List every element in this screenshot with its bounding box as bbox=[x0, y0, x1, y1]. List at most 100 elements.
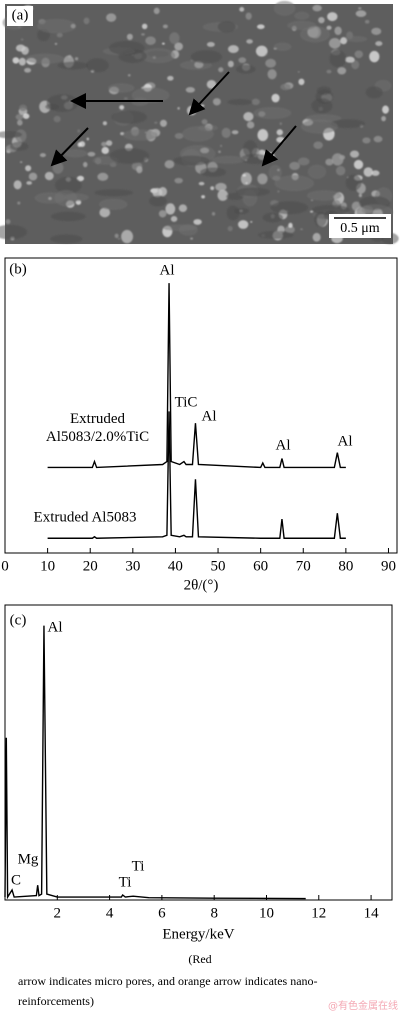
particle bbox=[255, 45, 268, 57]
particle bbox=[97, 172, 109, 181]
shade bbox=[253, 106, 292, 120]
particle bbox=[121, 229, 134, 244]
shade bbox=[294, 11, 310, 20]
particle bbox=[24, 67, 32, 73]
particle bbox=[174, 42, 183, 51]
particle bbox=[358, 7, 362, 10]
panel-label: (b) bbox=[9, 261, 27, 277]
caption-line: (Red bbox=[188, 952, 212, 966]
data-line bbox=[47, 411, 346, 539]
peak-label: C bbox=[11, 872, 21, 888]
shade bbox=[86, 58, 109, 73]
particle bbox=[325, 158, 334, 166]
particle bbox=[12, 57, 20, 64]
particle bbox=[220, 144, 223, 148]
particle bbox=[206, 42, 215, 47]
particle bbox=[153, 7, 160, 15]
particle bbox=[355, 10, 367, 18]
label-box bbox=[7, 6, 33, 26]
particle bbox=[239, 7, 245, 12]
particle bbox=[201, 195, 206, 199]
particle bbox=[328, 38, 341, 49]
shade bbox=[217, 21, 236, 33]
particle bbox=[79, 141, 86, 147]
particle bbox=[300, 228, 303, 231]
particle bbox=[17, 201, 21, 205]
particle bbox=[297, 71, 300, 73]
particle bbox=[351, 60, 360, 70]
shade bbox=[365, 86, 383, 99]
particle bbox=[86, 137, 90, 141]
particle bbox=[285, 225, 295, 234]
particle bbox=[164, 160, 175, 169]
shade bbox=[36, 18, 77, 34]
peak-label: Al bbox=[276, 437, 291, 453]
particle bbox=[154, 121, 158, 124]
shade bbox=[299, 26, 331, 43]
particle bbox=[337, 67, 347, 75]
shade bbox=[227, 98, 253, 106]
particle bbox=[102, 121, 107, 126]
particle bbox=[83, 161, 88, 168]
shade bbox=[274, 175, 315, 192]
shade bbox=[268, 164, 282, 181]
shade bbox=[329, 49, 347, 68]
particle bbox=[22, 113, 30, 119]
x-tick-label: 14 bbox=[364, 905, 380, 921]
particle bbox=[227, 45, 239, 53]
particle bbox=[117, 237, 121, 240]
shade bbox=[262, 212, 284, 223]
x-tick-label: 90 bbox=[381, 558, 396, 574]
x-tick-label: 8 bbox=[210, 905, 218, 921]
particle bbox=[106, 140, 113, 146]
particle bbox=[326, 25, 332, 30]
particle bbox=[119, 105, 125, 110]
particle bbox=[178, 204, 188, 213]
particle bbox=[257, 173, 268, 185]
particle bbox=[165, 203, 176, 215]
particle bbox=[21, 46, 29, 55]
particle bbox=[310, 199, 314, 202]
particle bbox=[101, 146, 110, 154]
x-tick-label: 50 bbox=[211, 558, 226, 574]
particle bbox=[358, 193, 362, 198]
particle bbox=[54, 42, 58, 45]
particle bbox=[136, 165, 143, 174]
shade bbox=[109, 147, 150, 164]
peak-label: Al bbox=[48, 619, 63, 635]
particle bbox=[231, 130, 239, 135]
particle bbox=[13, 180, 22, 190]
shade bbox=[9, 141, 29, 151]
scale-bar-label: 0.5 μm bbox=[340, 221, 380, 236]
particle bbox=[334, 26, 342, 36]
particle bbox=[74, 57, 79, 61]
particle bbox=[169, 32, 180, 45]
shade bbox=[173, 155, 210, 166]
sem-image: (a) 0.5 μm bbox=[0, 0, 399, 245]
particle bbox=[331, 153, 344, 166]
peak-label: Al bbox=[202, 408, 217, 424]
particle bbox=[369, 50, 380, 63]
particle bbox=[174, 177, 183, 184]
particle bbox=[251, 98, 260, 106]
particle bbox=[313, 141, 323, 150]
particle bbox=[256, 24, 265, 30]
particle bbox=[277, 190, 280, 193]
shade bbox=[108, 40, 145, 56]
particle bbox=[190, 237, 193, 240]
shade bbox=[235, 187, 270, 197]
shade bbox=[0, 130, 23, 139]
data-line bbox=[47, 283, 346, 469]
shade bbox=[307, 164, 327, 179]
x-tick-label: 20 bbox=[83, 558, 98, 574]
x-tick-label: 40 bbox=[168, 558, 183, 574]
x-tick-label: 0 bbox=[1, 558, 9, 574]
particle bbox=[363, 167, 373, 177]
particle bbox=[382, 105, 389, 114]
particle bbox=[349, 150, 360, 158]
particle bbox=[83, 17, 90, 25]
shade bbox=[131, 87, 170, 103]
particle bbox=[25, 165, 32, 172]
shade bbox=[162, 224, 198, 232]
series-name-box: Extruded Al5083/2.0%TiC bbox=[46, 411, 149, 445]
